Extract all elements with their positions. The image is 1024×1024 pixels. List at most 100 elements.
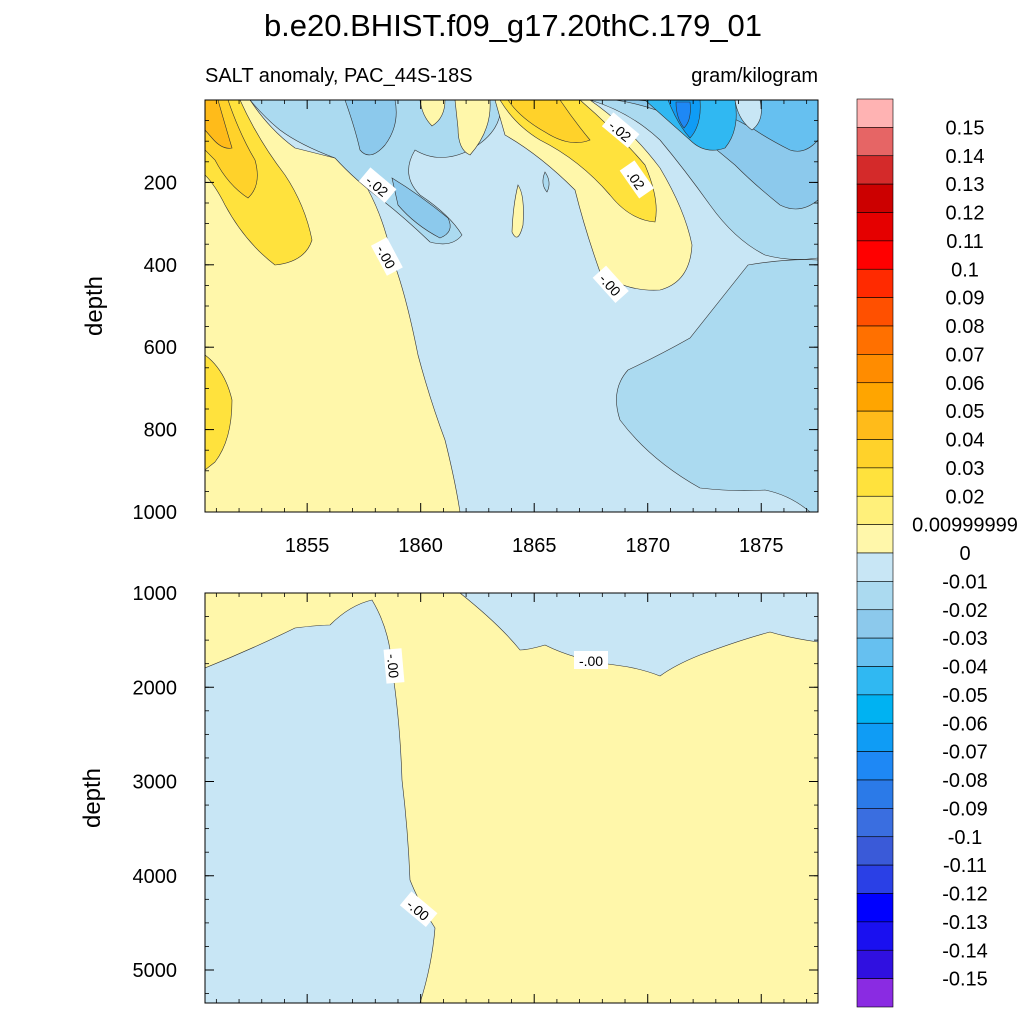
upper-y-tick-label: 400	[144, 255, 177, 277]
colorbar-label: 0.07	[946, 344, 985, 366]
colorbar-swatch	[856, 155, 894, 185]
colorbar-label: -0.04	[942, 657, 988, 679]
chart-subtitle-left: SALT anomaly, PAC_44S-18S	[205, 65, 473, 87]
colorbar-label: -0.06	[942, 713, 988, 735]
colorbar-label: -0.13	[942, 912, 988, 934]
colorbar-label: -0.08	[942, 770, 988, 792]
upper-panel: -.02-.00-.02-.00.02 1855 1860 1865 1870 1875…	[133, 99, 819, 557]
colorbar-swatch	[856, 240, 894, 270]
colorbar-label: 0.08	[946, 316, 985, 338]
colorbar-swatch	[856, 524, 894, 554]
colorbar-label: 0.02	[946, 486, 985, 508]
colorbar-label: -0.14	[942, 940, 988, 962]
colorbar-swatch	[856, 183, 894, 213]
upper-y-tick-label: 200	[144, 172, 177, 194]
colorbar-swatch	[856, 98, 894, 128]
colorbar-swatch	[856, 609, 894, 639]
colorbar-swatch	[856, 836, 894, 866]
colorbar-label: 0.12	[946, 203, 985, 225]
colorbar-label: 0.03	[946, 458, 985, 480]
colorbar-label: -0.12	[942, 884, 988, 906]
colorbar-swatch	[856, 694, 894, 724]
colorbar-label: 0.15	[946, 117, 985, 139]
colorbar-swatch	[856, 467, 894, 497]
colorbar-swatch	[856, 666, 894, 696]
lower-contour-label: -.00	[383, 648, 405, 684]
colorbar-label: -0.02	[942, 600, 988, 622]
lower-contour-label-text: -.00	[384, 653, 402, 679]
colorbar-swatch	[856, 297, 894, 327]
colorbar-label: -0.01	[942, 571, 988, 593]
colorbar-label: -0.05	[942, 685, 988, 707]
colorbar-label: 0.14	[946, 146, 985, 168]
colorbar-swatch	[856, 495, 894, 525]
colorbar-label: -0.07	[942, 742, 988, 764]
colorbar-label: -0.11	[943, 855, 987, 877]
colorbar-swatch	[856, 978, 894, 1008]
upper-x-tick-label: 1865	[512, 535, 557, 557]
upper-salty-deep-left	[205, 354, 233, 471]
colorbar-label: -0.1	[948, 827, 982, 849]
lower-y-tick-label: 2000	[133, 677, 178, 699]
colorbar-swatch	[856, 439, 894, 469]
lower-axes: 1000 2000 3000 4000 5000	[133, 583, 818, 1003]
colorbar-swatch	[856, 722, 894, 752]
colorbar-swatch	[856, 637, 894, 667]
lower-y-tick-label: 4000	[133, 866, 178, 888]
colorbar-swatch	[856, 354, 894, 384]
upper-y-axis-label: depth	[81, 276, 108, 336]
colorbar-label: 0.09	[946, 288, 985, 310]
upper-salty-tongue-core2	[507, 100, 591, 143]
upper-salty-sliver	[511, 184, 524, 238]
colorbar-swatch	[856, 325, 894, 355]
colorbar-swatch	[856, 127, 894, 157]
colorbar: 0.15 0.14 0.13 0.12 0.11 0.1 0.09 0.08 0.07 0.06 0…	[856, 98, 1018, 1008]
upper-x-tick-label: 1860	[398, 535, 443, 557]
colorbar-swatch	[856, 921, 894, 951]
colorbar-swatch	[856, 382, 894, 412]
colorbar-swatch	[856, 949, 894, 979]
upper-y-tick-label: 1000	[133, 502, 178, 524]
lower-y-tick-label: 1000	[133, 583, 178, 605]
colorbar-swatch	[856, 893, 894, 923]
upper-fresh-right-core	[675, 101, 691, 129]
colorbar-swatch	[856, 808, 894, 838]
lower-y-axis-label: depth	[79, 768, 106, 828]
upper-fresh-deep-right	[616, 259, 818, 512]
lower-contour-label-text: -.00	[579, 653, 603, 669]
colorbar-label: 0.1	[951, 259, 979, 281]
upper-salty-blob1	[419, 100, 446, 127]
colorbar-swatch	[856, 581, 894, 611]
upper-x-tick-label: 1870	[625, 535, 670, 557]
chart-units-label: gram/kilogram	[691, 65, 818, 87]
colorbar-swatch	[856, 410, 894, 440]
lower-y-tick-label: 5000	[133, 960, 178, 982]
colorbar-label: 0.04	[946, 430, 985, 452]
upper-salty-left-core2	[205, 100, 233, 149]
upper-salty-blob2	[454, 100, 491, 156]
colorbar-swatch	[856, 864, 894, 894]
colorbar-label: 0.06	[946, 373, 985, 395]
colorbar-label: 0.11	[946, 231, 983, 253]
upper-fresh-mid-core	[344, 100, 397, 156]
colorbar-label: 0.13	[946, 174, 985, 196]
colorbar-swatch	[856, 552, 894, 582]
colorbar-swatch	[856, 268, 894, 298]
colorbar-swatch	[856, 212, 894, 242]
upper-x-tick-label: 1855	[285, 535, 330, 557]
colorbar-label: 0.05	[946, 401, 985, 423]
lower-y-tick-label: 3000	[133, 772, 178, 794]
upper-salty-tongue	[494, 100, 693, 291]
colorbar-swatch	[856, 779, 894, 809]
upper-axes: 1855 1860 1865 1870 1875 200 400 600 800 1000	[133, 99, 818, 557]
colorbar-label: -0.03	[942, 628, 988, 650]
upper-fresh-mid-core2	[391, 177, 451, 239]
colorbar-label: -0.09	[942, 798, 988, 820]
colorbar-label: -0.15	[942, 969, 988, 991]
upper-fresh-dot	[542, 171, 550, 193]
colorbar-swatch	[856, 751, 894, 781]
upper-y-tick-label: 800	[144, 420, 177, 442]
chart-title: b.e20.BHIST.f09_g17.20thC.179_01	[264, 8, 762, 43]
